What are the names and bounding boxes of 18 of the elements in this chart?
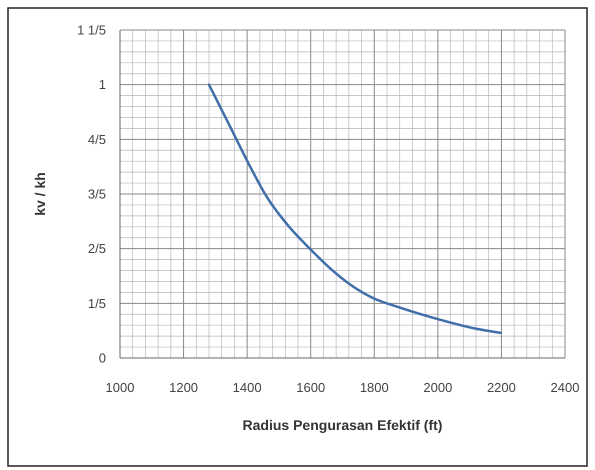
x-axis-title: Radius Pengurasan Efektif (ft): [242, 417, 442, 433]
x-tick-label: 1600: [296, 380, 326, 395]
y-axis-title: kv / kh: [32, 172, 48, 216]
x-tick-label: 2400: [550, 380, 580, 395]
y-tick-label: 2/5: [88, 241, 106, 256]
x-tick-label: 1000: [106, 380, 134, 395]
x-tick-label: 1400: [232, 380, 262, 395]
x-tick-label: 1800: [360, 380, 389, 395]
line-series: [208, 83, 502, 334]
y-tick-label: 4/5: [88, 132, 106, 147]
y-tick-label: 1: [98, 77, 106, 92]
y-tick-label: 0: [98, 350, 106, 366]
y-tick-label: 3/5: [88, 186, 106, 202]
x-tick-label: 2000: [423, 380, 452, 395]
y-tick-label: 1/5: [88, 296, 106, 311]
x-tick-label: 1200: [169, 380, 198, 395]
y-tick-label: 1 1/5: [77, 22, 106, 38]
x-tick-label: 2200: [486, 380, 516, 395]
